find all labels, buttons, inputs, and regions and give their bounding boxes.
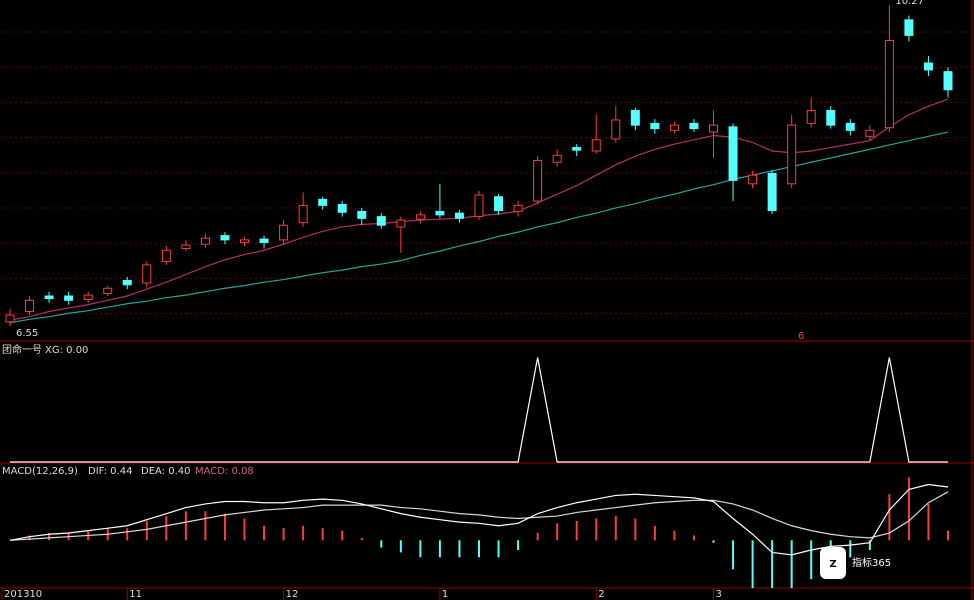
candle-body xyxy=(435,210,445,216)
x-tick-label: 3 xyxy=(716,589,722,600)
indicator-line xyxy=(10,357,948,463)
indicator-title: 团命一号 xyxy=(2,343,42,356)
candle-body xyxy=(25,299,35,313)
candle-body xyxy=(767,172,777,212)
grid xyxy=(0,31,972,315)
dif-label: DIF: 0.44 xyxy=(88,466,132,477)
candle-body xyxy=(533,160,543,202)
candle-body xyxy=(454,212,464,219)
candle-body xyxy=(259,238,269,243)
candle-body xyxy=(884,40,894,129)
watermark-logo-text: Z xyxy=(829,559,836,570)
candle-body xyxy=(865,129,875,137)
candle-body xyxy=(474,194,484,218)
candle-body xyxy=(572,147,582,151)
candle-body xyxy=(376,216,386,226)
candle-body xyxy=(181,244,191,250)
x-tick-label: 1 xyxy=(442,589,448,600)
candle-body xyxy=(943,71,953,91)
candle-body xyxy=(669,124,679,131)
candle-body xyxy=(806,109,816,124)
candle-body xyxy=(5,314,15,323)
watermark-logo xyxy=(820,547,846,579)
candle-body xyxy=(787,124,797,185)
candle-body xyxy=(611,119,621,140)
watermark: 指标365 xyxy=(852,556,891,569)
candle-body xyxy=(494,196,504,212)
candle-body xyxy=(689,122,699,130)
macd-bars xyxy=(28,477,949,588)
x-tick-label: 12 xyxy=(286,589,299,600)
candle-body xyxy=(709,124,718,133)
candle-body xyxy=(200,237,210,245)
candle-body xyxy=(279,224,289,241)
candle-body xyxy=(396,219,406,228)
candle-body xyxy=(357,210,367,219)
macd-title: MACD(12,26,9) xyxy=(2,466,78,477)
dea-line xyxy=(9,491,949,541)
low-label: 6.55 xyxy=(16,328,38,339)
x-tick-label: 2 xyxy=(598,589,604,600)
candle-body xyxy=(44,295,54,300)
candle-body xyxy=(318,198,328,206)
candle-body xyxy=(728,126,738,181)
candle-body xyxy=(220,235,230,241)
high-label: 10.27 xyxy=(895,0,924,7)
x-tick-label: 11 xyxy=(129,589,142,600)
candle-body xyxy=(845,122,855,131)
candle-body xyxy=(337,204,347,213)
candle-body xyxy=(161,249,171,262)
candle-body xyxy=(923,62,933,71)
candle-body xyxy=(240,239,249,243)
candle-body xyxy=(591,139,601,152)
candle-body xyxy=(904,19,914,36)
indicator-label: XG: 0.00 xyxy=(45,345,88,356)
candle-body xyxy=(415,214,425,220)
candle-body xyxy=(630,109,640,126)
candle-body xyxy=(650,122,660,130)
dif-line xyxy=(9,483,949,556)
candle-body xyxy=(298,204,308,224)
candle-body xyxy=(83,294,93,300)
candle-body xyxy=(826,109,836,126)
marker-label: 6 xyxy=(798,331,804,342)
candle-body xyxy=(64,295,74,301)
candle-body xyxy=(142,264,152,284)
ma-line xyxy=(9,131,949,324)
candle-body xyxy=(103,287,113,294)
candle-body xyxy=(552,154,562,163)
dea-label: DEA: 0.40 xyxy=(141,466,191,477)
candle-body xyxy=(513,204,523,212)
x-tick-label: 201310 xyxy=(4,589,42,600)
macd-label: MACD: 0.08 xyxy=(195,466,254,477)
candle-body xyxy=(748,174,758,185)
candle-body xyxy=(122,279,132,286)
